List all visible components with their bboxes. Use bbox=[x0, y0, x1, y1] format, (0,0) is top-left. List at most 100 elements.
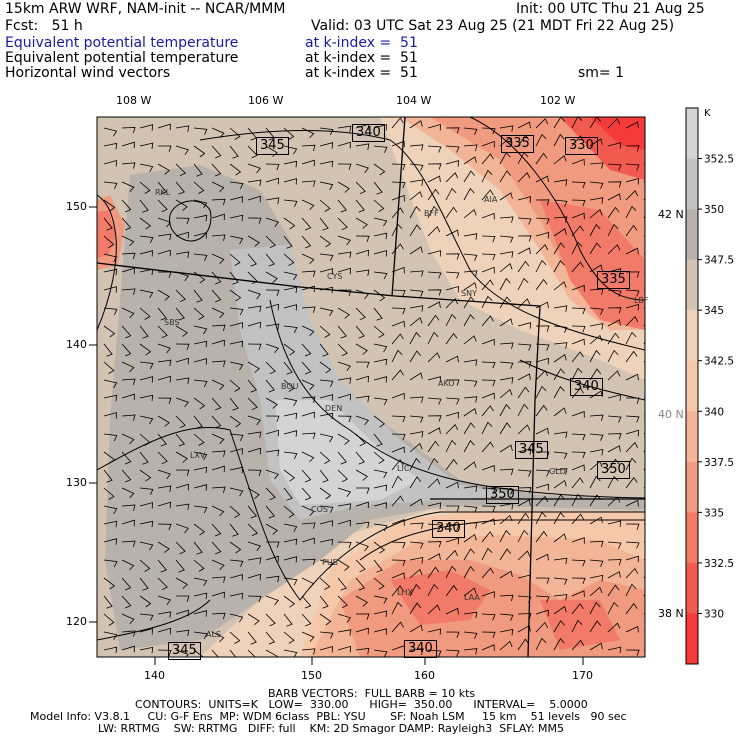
wind-barb bbox=[517, 448, 532, 455]
wind-barb bbox=[535, 343, 550, 351]
wind-barb bbox=[157, 415, 170, 427]
wind-barb bbox=[607, 289, 622, 297]
wind-barb bbox=[247, 305, 262, 313]
wind-barb bbox=[139, 487, 154, 495]
wind-barb bbox=[553, 431, 568, 439]
wind-barb bbox=[265, 595, 279, 606]
wind-barb bbox=[121, 217, 132, 231]
field-level-3: at k-index = 51 bbox=[305, 65, 418, 81]
wind-barb bbox=[229, 487, 244, 497]
wind-barb bbox=[157, 611, 172, 618]
wind-barb bbox=[265, 555, 279, 563]
wind-barb bbox=[211, 612, 226, 620]
wind-barb bbox=[373, 217, 388, 227]
wind-barb bbox=[373, 124, 387, 131]
wind-barb bbox=[499, 377, 514, 384]
wind-barb bbox=[265, 323, 280, 330]
wind-barb bbox=[319, 469, 329, 483]
field-level-1: at k-index = 51 bbox=[305, 35, 418, 51]
wind-barb bbox=[337, 415, 352, 423]
wind-barb bbox=[103, 451, 116, 464]
wind-barb bbox=[229, 505, 241, 518]
wind-barb bbox=[139, 646, 154, 654]
wind-barb bbox=[121, 414, 136, 421]
wind-barb bbox=[373, 358, 388, 366]
wind-barb bbox=[373, 145, 388, 153]
wind-barb bbox=[337, 361, 351, 372]
wind-barb bbox=[643, 215, 645, 219]
wind-barb bbox=[643, 486, 645, 489]
wind-barb bbox=[553, 155, 567, 165]
wind-barb bbox=[607, 223, 619, 237]
wind-barb bbox=[211, 307, 225, 319]
wind-barb bbox=[481, 361, 496, 369]
wind-barb bbox=[589, 242, 602, 255]
city-label: BFF bbox=[424, 209, 439, 218]
wind-barb bbox=[625, 523, 640, 530]
wind-barb bbox=[571, 117, 583, 129]
wind-barb bbox=[337, 199, 347, 213]
wind-barb bbox=[499, 388, 513, 399]
wind-barb bbox=[427, 205, 439, 219]
colorbar-swatch bbox=[686, 360, 698, 412]
wind-barb bbox=[121, 361, 135, 373]
wind-barb bbox=[211, 253, 225, 264]
wind-barb bbox=[265, 289, 280, 297]
wind-barb bbox=[391, 181, 406, 189]
wind-barb bbox=[535, 278, 548, 291]
wind-barb bbox=[571, 225, 584, 237]
wind-barb bbox=[391, 415, 406, 423]
wind-barb bbox=[283, 160, 298, 168]
wind-barb bbox=[625, 649, 640, 656]
wind-barb bbox=[643, 253, 645, 255]
wind-barb bbox=[517, 574, 532, 581]
wind-barb bbox=[193, 379, 208, 388]
wind-barb bbox=[355, 217, 368, 229]
wind-barb bbox=[463, 587, 477, 597]
wind-barb bbox=[481, 392, 495, 400]
wind-barb bbox=[499, 216, 514, 223]
wind-barb bbox=[643, 323, 645, 327]
wind-barb bbox=[211, 213, 225, 221]
wind-barb bbox=[373, 397, 388, 406]
wind-barb bbox=[409, 224, 422, 237]
wind-barb bbox=[571, 639, 584, 651]
wind-barb bbox=[121, 378, 136, 386]
wind-barb bbox=[463, 282, 477, 291]
wind-barb bbox=[355, 235, 370, 243]
wind-barb bbox=[481, 405, 494, 417]
wind-barb bbox=[373, 433, 383, 447]
wind-barb bbox=[211, 433, 225, 445]
wind-barb bbox=[643, 612, 645, 615]
x-tick-160: 160 bbox=[414, 669, 435, 682]
wind-barb bbox=[517, 298, 531, 309]
wind-barb bbox=[265, 303, 279, 311]
wind-barb bbox=[319, 127, 334, 136]
wind-barb bbox=[103, 505, 118, 515]
wind-barb bbox=[247, 431, 262, 438]
wind-barb bbox=[211, 234, 226, 241]
wind-barb bbox=[553, 242, 565, 255]
wind-barb bbox=[589, 334, 603, 345]
wind-barb bbox=[301, 522, 316, 529]
wind-barb bbox=[265, 361, 276, 375]
wind-barb bbox=[589, 620, 602, 633]
wind-barb bbox=[445, 187, 457, 201]
wind-barb bbox=[283, 487, 293, 501]
wind-barb bbox=[157, 485, 172, 492]
contour-label: 350 bbox=[486, 486, 519, 504]
wind-barb bbox=[247, 253, 257, 267]
contour-info: CONTOURS: UNITS=K LOW= 330.00 HIGH= 350.… bbox=[135, 698, 588, 711]
wind-barb bbox=[391, 266, 405, 274]
wind-barb bbox=[265, 469, 279, 480]
wind-barb bbox=[517, 196, 532, 203]
wind-barb bbox=[301, 469, 312, 483]
wind-barb bbox=[391, 289, 406, 297]
wind-barb bbox=[247, 557, 262, 564]
contour-label: 345 bbox=[168, 642, 201, 660]
wind-barb bbox=[373, 502, 388, 509]
wind-barb bbox=[553, 368, 565, 381]
wind-barb bbox=[553, 468, 568, 475]
wind-barb bbox=[535, 118, 549, 129]
wind-barb bbox=[391, 223, 403, 237]
